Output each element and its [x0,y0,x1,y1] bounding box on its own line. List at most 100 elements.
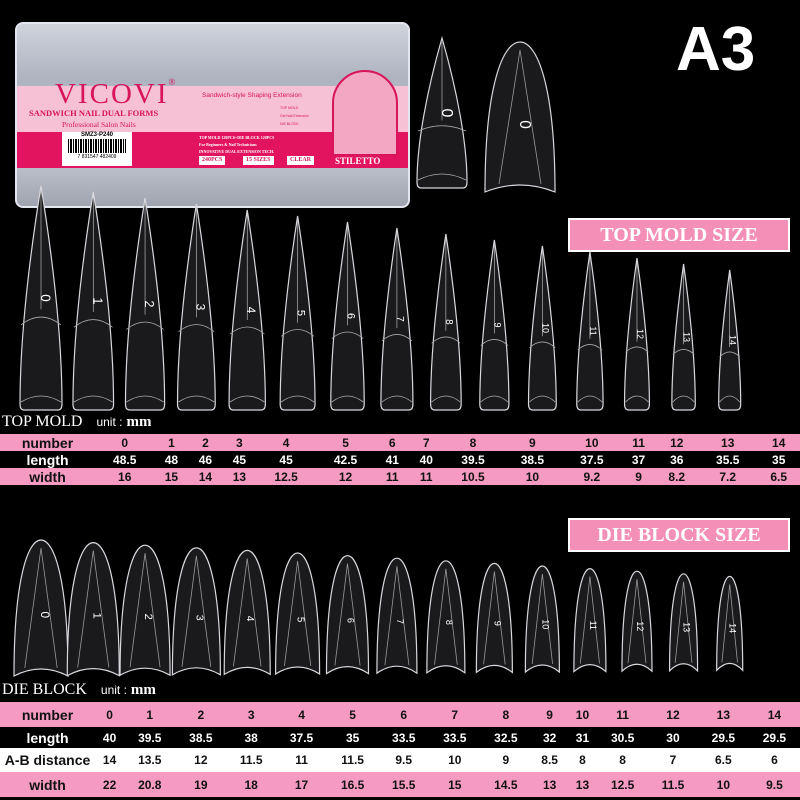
nail-guide-line [483,571,506,665]
table-cell: 9 [635,469,642,484]
table-cell: 41 [385,452,399,467]
die-block-nail [13,539,69,677]
nail-guide-line [381,395,413,403]
table-cell: 1 [168,435,175,450]
nail-size-number: 9 [492,621,502,626]
table-cell: 11 [295,753,308,767]
nail-size-number: 3 [193,304,207,311]
nail-guide-line [229,395,265,403]
nail-guide-line [20,395,62,403]
row-label: width [29,776,66,793]
nail-guide-line [126,395,164,403]
table-cell: 10.5 [461,469,485,484]
table-cell: 1 [146,707,154,722]
nail-size-number: 4 [244,616,255,622]
product-package: VICOVI® SANDWICH NAIL DUAL FORMS Profess… [15,22,410,208]
table-cell: 33.5 [443,730,467,745]
table-cell: 14 [772,435,786,450]
table-cell: 12 [670,435,684,450]
table-row: width 16 15 14 13 12.5 12 11 11 10.5 10 9.2 9 8.2 7.2 6… [0,468,800,485]
table-cell: 10 [525,469,540,484]
table-cell: 37.5 [580,452,604,467]
table-cell: 5 [349,707,356,722]
nail-guide-line [73,395,113,403]
diagram-labels: TOP MOLD Gel Nail Extension DIE BLOCK [280,106,309,126]
table-cell: 8 [619,753,626,767]
nail-size-number: 11 [588,621,598,630]
nail-guide-line [126,321,164,330]
nail-guide-line [529,395,556,403]
nail-size-number: 0 [38,611,52,618]
table-cell: 19 [194,777,208,792]
nail-size-number: 14 [728,335,738,345]
package-arch-illustration [332,70,398,156]
nail-guide-line [434,568,458,665]
die-block-nail [171,547,221,676]
nail-size-number: 5 [295,310,307,316]
nail-guide-line [384,566,410,666]
table-cell: 16 [118,469,132,484]
nail-guide-line [625,395,649,403]
table-cell: 40 [102,730,117,745]
table-cell: 11.5 [661,777,685,792]
table-cell: 11 [632,435,645,450]
nail-size-number: 13 [682,622,692,632]
nail-guide-line [674,581,693,663]
table-cell: 38 [244,730,258,745]
table-cell: 13 [232,469,247,484]
table-cell: 13 [575,777,590,792]
table-cell: 7.2 [719,469,737,484]
nail-size-number: 0 [516,120,533,129]
table-cell: 2 [197,707,205,722]
package-subtitle: Professional Salon Nails [62,120,136,129]
nail-size-number: 8 [443,319,454,324]
die-block-size-label: DIE BLOCK SIZE [568,518,790,552]
table-cell: 6 [771,753,778,767]
table-cell: 9.5 [766,777,783,792]
table-cell: 13 [721,435,735,450]
table-cell: 38.5 [520,452,545,467]
table-cell: 11 [385,469,399,484]
table-cell: 14 [767,707,782,722]
nail-guide-line [719,351,740,358]
table-cell: 11.5 [239,753,263,767]
table-cell: 22 [102,777,117,792]
table-cell: 48.5 [113,452,137,467]
chip-sizes: 15 SIZES [243,156,274,165]
table-cell: 6 [388,435,396,450]
nail-guide-line [625,346,649,353]
brand-logo: VICOVI® [55,77,178,110]
table-cell: 12.5 [274,469,298,484]
nail-guide-line [331,331,364,339]
table-cell: 36 [670,452,684,467]
shape-label: STILETTO [335,156,381,166]
table-cell: 11 [616,707,629,722]
nail-guide-line [498,49,542,185]
nail-guide-line [280,395,315,403]
variant-badge: A3 [676,15,756,84]
table-cell: 12 [194,753,208,767]
nail-size-number: 10 [540,323,550,333]
table-cell: 14 [198,469,213,484]
nail-guide-line [719,395,741,403]
die-block-size-table: number 0 1 2 3 4 5 6 7 8 9 10 11 12 13 14 length 40 39.5 38… [0,702,800,797]
nail-guide-line [280,329,315,337]
table-row: number 0 1 2 3 4 5 6 7 8 9 10 11 12 13 14 [0,702,800,727]
package-features: TOP MOLD 120PCS+DIE BLOCK 120PCS For Begi… [199,135,275,154]
table-cell: 17 [294,777,309,792]
nail-guide-line [431,336,461,344]
row-label: A-B distance [4,752,91,768]
nail-size-number: 9 [492,322,502,327]
table-cell: 7 [451,707,459,722]
table-cell: 8.2 [668,469,686,484]
nail-guide-line [431,395,461,403]
nail-size-number: 2 [142,614,154,620]
package-title: SANDWICH NAIL DUAL FORMS [29,108,159,118]
top-mold-size-label: TOP MOLD SIZE [568,218,790,252]
table-cell: 8 [502,707,510,722]
nail-guide-line [20,316,62,326]
table-cell: 6.5 [714,753,732,767]
nail-guide-line [381,334,413,342]
table-row: length 40 39.5 38.5 38 37.5 35 33.5 33.5 32.5 32 31… [0,727,800,748]
nail-guide-line [721,584,738,663]
